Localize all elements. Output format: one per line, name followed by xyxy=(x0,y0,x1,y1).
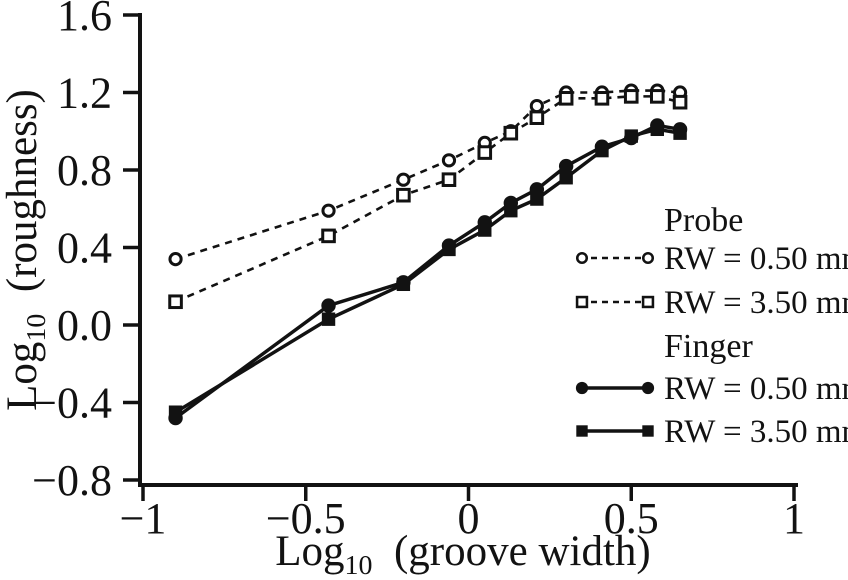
legend-marker-icon xyxy=(575,295,589,309)
data-point-probe-rw-3.50 xyxy=(672,94,688,110)
axis-labels-group: Log10 (groove width)Log10 (roughness) xyxy=(0,89,651,580)
axes-group: −0.8 −0.4 0.0 0.4 0.8 1.2 1.6 −1 −0.5 0 0.5 1 xyxy=(32,0,805,543)
data-point-probe-rw-3.50 xyxy=(441,172,457,187)
x-tick-label: 1 xyxy=(783,494,805,543)
x-axis-title: Log10 (groove width) xyxy=(275,528,650,575)
data-point-probe-rw-0.50 xyxy=(321,203,336,218)
legend-marker-icon xyxy=(576,425,588,437)
data-point-finger-rw-3.50 xyxy=(595,143,609,158)
data-point-probe-rw-3.50 xyxy=(529,110,545,125)
legend-entry-probe-rw-3.50: RW = 3.50 mm xyxy=(575,285,848,321)
x-axis-title-main: Log xyxy=(275,528,344,575)
series-finger-rw-3.50 xyxy=(168,122,687,419)
x-axis-title-sub: 10 xyxy=(345,550,373,575)
data-point-finger-rw-3.50 xyxy=(650,122,664,137)
data-point-finger-rw-0.50 xyxy=(558,158,574,174)
legend-entry-finger-rw-0.50: RW = 0.50 mm xyxy=(575,371,848,407)
y-axis-title-rest: (roughness) xyxy=(0,89,46,314)
data-point-finger-rw-3.50 xyxy=(624,129,638,143)
legend-entry-label: RW = 3.50 mm xyxy=(664,414,848,450)
legend-marker-icon xyxy=(642,425,654,437)
data-point-finger-rw-3.50 xyxy=(396,277,411,292)
series-line-finger-rw-0.50 xyxy=(174,123,681,420)
y-tick-label: 1.6 xyxy=(57,0,112,40)
y-axis-title: Log10 (roughness) xyxy=(0,89,52,411)
y-tick-label: 1.2 xyxy=(57,69,112,118)
data-point-probe-rw-0.50 xyxy=(168,252,183,267)
data-point-probe-rw-3.50 xyxy=(558,91,574,106)
series-line-probe-rw-3.50 xyxy=(175,95,681,303)
data-point-finger-rw-3.50 xyxy=(321,312,336,326)
data-point-finger-rw-0.50 xyxy=(321,298,336,313)
legend-header-probe: Probe xyxy=(664,202,743,239)
y-tick-label: 0.0 xyxy=(57,301,112,350)
data-point-finger-rw-3.50 xyxy=(673,126,687,140)
legend-entry-finger-rw-3.50: RW = 3.50 mm xyxy=(576,414,848,450)
data-point-finger-rw-3.50 xyxy=(168,405,183,419)
data-point-probe-rw-3.50 xyxy=(649,89,665,104)
y-axis-title-main: Log xyxy=(0,342,46,411)
series-line-probe-rw-0.50 xyxy=(175,89,681,261)
x-tick-label: −0.5 xyxy=(266,494,346,543)
y-tick-label: −0.4 xyxy=(32,379,112,428)
legend-marker-icon xyxy=(575,381,589,395)
x-tick-label: −1 xyxy=(120,494,167,543)
legend-header-finger: Finger xyxy=(664,328,753,365)
x-axis-title-rest: (groove width) xyxy=(372,528,650,575)
legend-entry-label: RW = 3.50 mm xyxy=(664,285,848,321)
legend-marker-icon xyxy=(641,295,655,309)
y-axis-title-sub: 10 xyxy=(21,314,52,342)
data-point-finger-rw-3.50 xyxy=(559,171,573,185)
data-point-probe-rw-0.50 xyxy=(529,98,544,114)
x-tick-label: 0.5 xyxy=(604,494,659,543)
series-probe-rw-0.50 xyxy=(168,83,688,267)
legend-marker-icon xyxy=(641,381,655,395)
series-finger-rw-0.50 xyxy=(168,118,688,426)
data-point-probe-rw-0.50 xyxy=(441,153,457,168)
data-point-finger-rw-3.50 xyxy=(530,192,544,206)
data-point-probe-rw-3.50 xyxy=(396,187,411,203)
series-group xyxy=(168,83,688,426)
y-tick-label: 0.8 xyxy=(57,146,112,195)
series-line-finger-rw-3.50 xyxy=(174,127,681,414)
data-point-probe-rw-3.50 xyxy=(623,89,639,104)
legend-marker-icon xyxy=(641,251,655,265)
y-tick-label: 0.4 xyxy=(57,224,112,273)
y-tick-label: −0.8 xyxy=(32,456,112,505)
legend-entry-probe-rw-0.50: RW = 0.50 mm xyxy=(575,241,848,277)
data-point-finger-rw-3.50 xyxy=(442,242,456,257)
legend-entry-label: RW = 0.50 mm xyxy=(664,241,848,277)
data-point-probe-rw-3.50 xyxy=(594,91,610,106)
legend-marker-icon xyxy=(575,251,589,265)
x-tick-label: 0 xyxy=(458,494,480,543)
data-point-probe-rw-3.50 xyxy=(168,294,183,310)
data-point-probe-rw-3.50 xyxy=(321,228,336,244)
data-point-probe-rw-3.50 xyxy=(503,125,519,141)
legend-entry-label: RW = 0.50 mm xyxy=(664,371,848,407)
data-point-finger-rw-3.50 xyxy=(478,223,492,237)
data-point-probe-rw-0.50 xyxy=(396,172,411,187)
series-probe-rw-3.50 xyxy=(168,89,688,310)
data-point-finger-rw-3.50 xyxy=(504,203,518,218)
data-point-probe-rw-3.50 xyxy=(477,145,493,160)
